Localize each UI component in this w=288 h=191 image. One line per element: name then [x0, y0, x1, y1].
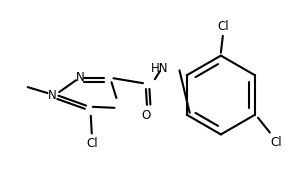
Text: N: N: [75, 71, 84, 84]
Text: Cl: Cl: [217, 19, 229, 32]
Text: O: O: [141, 109, 151, 122]
Text: HN: HN: [151, 62, 169, 75]
Text: N: N: [48, 88, 57, 101]
Text: Cl: Cl: [271, 136, 283, 149]
Text: Cl: Cl: [86, 137, 98, 150]
